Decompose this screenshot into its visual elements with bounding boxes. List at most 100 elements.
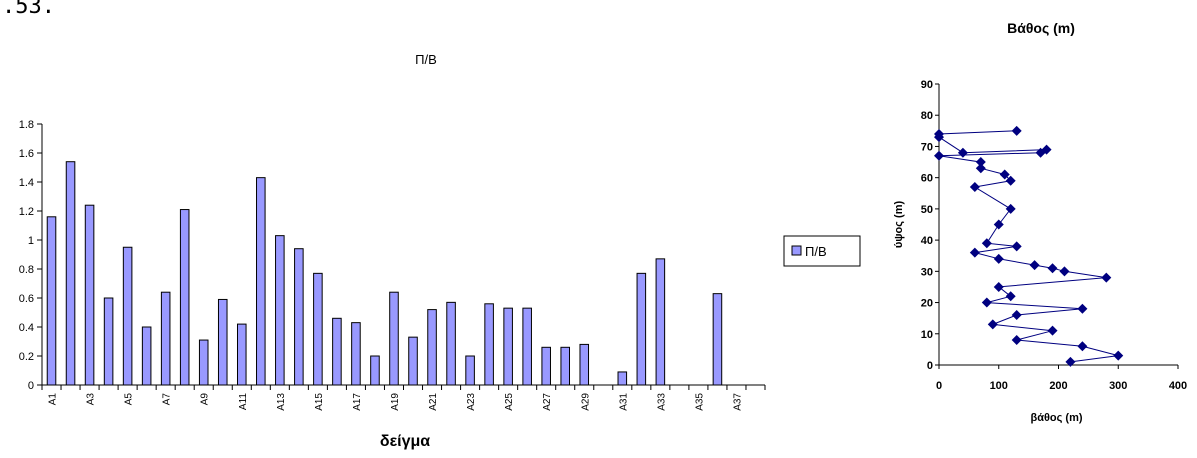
bar (295, 249, 304, 385)
bar (104, 298, 113, 385)
bar (713, 294, 722, 385)
depth-marker (1059, 266, 1069, 276)
bar (447, 302, 456, 385)
y-tick-label: 90 (921, 79, 933, 91)
depth-marker (1012, 241, 1022, 251)
bar (123, 247, 132, 385)
depth-marker (994, 282, 1004, 292)
y-tick-label: 0.4 (19, 322, 34, 334)
x-axis-title: βάθος (m) (1030, 412, 1082, 424)
y-tick-label: 50 (921, 204, 933, 216)
bar (371, 356, 380, 385)
x-tick-label: A11 (238, 393, 249, 410)
depth-marker (1012, 335, 1022, 345)
legend-swatch (792, 246, 801, 255)
bar (542, 347, 551, 385)
bar (409, 337, 418, 385)
y-tick-label: 10 (921, 329, 933, 341)
x-tick-label: A13 (276, 393, 287, 411)
depth-marker (1030, 260, 1040, 270)
x-tick-label: A37 (732, 393, 743, 411)
x-tick-label: A33 (656, 393, 667, 411)
y-tick-label: 0.8 (19, 264, 34, 276)
x-tick-label: A29 (580, 393, 591, 411)
depth-marker (988, 319, 998, 329)
x-tick-label: A3 (86, 393, 97, 406)
y-axis-title: ύψος (m) (893, 201, 905, 249)
x-tick-label: A15 (314, 393, 325, 411)
bar (199, 340, 208, 385)
bar (237, 324, 246, 385)
bar (428, 310, 437, 385)
depth-marker (1012, 126, 1022, 136)
bar-chart-title: Π/Β (415, 52, 437, 67)
x-tick-label: 200 (1049, 380, 1067, 392)
depth-chart-title: Βάθος (m) (1007, 20, 1075, 36)
bar (276, 236, 285, 385)
depth-line (939, 131, 1118, 362)
bar (161, 292, 170, 385)
depth-marker (934, 151, 944, 161)
bar (390, 292, 399, 385)
y-tick-label: 1.4 (19, 177, 34, 189)
bar (637, 273, 646, 385)
depth-chart: Βάθος (m) 0 10 20 30 40 50 60 70 80 90 0 100 200 300 40… (880, 0, 1197, 458)
y-tick-label: 1.8 (19, 119, 34, 131)
x-tick-label: A19 (390, 393, 401, 411)
y-tick-label: 20 (921, 298, 933, 310)
bar (618, 372, 627, 385)
bar-chart: Π/Β 0 0.2 0.4 0.6 0.8 1 1.2 1.4 1.6 1.8 A1 A3 A5 A7 A9 A… (0, 0, 880, 458)
bar (504, 308, 513, 385)
x-tick-label: A21 (428, 393, 439, 411)
y-tick-label: 1.6 (19, 148, 34, 160)
depth-marker (1012, 310, 1022, 320)
x-tick-label: 100 (990, 380, 1008, 392)
y-tick-label: 70 (921, 141, 933, 153)
depth-marker (976, 157, 986, 167)
x-tick-label: A35 (694, 393, 705, 411)
y-tick-label: 30 (921, 266, 933, 278)
bar (523, 308, 532, 385)
y-tick-label: 0 (28, 380, 34, 392)
bar (352, 323, 361, 385)
bar (580, 344, 589, 385)
x-tick-label: A17 (352, 393, 363, 411)
bar (561, 347, 570, 385)
depth-marker (1113, 351, 1123, 361)
bar (656, 259, 665, 385)
x-tick-label: A27 (542, 393, 553, 411)
depth-marker (1006, 291, 1016, 301)
depth-marker (970, 248, 980, 258)
depth-marker (982, 298, 992, 308)
x-tick-label: A31 (618, 393, 629, 411)
x-tick-label: 400 (1169, 380, 1187, 392)
legend-label: Π/Β (805, 244, 827, 259)
y-tick-label: 40 (921, 235, 933, 247)
x-tick-label: 0 (936, 380, 942, 392)
depth-marker (1077, 341, 1087, 351)
depth-marker (1048, 263, 1058, 273)
bar (333, 318, 342, 385)
y-tick-label: 0.6 (19, 293, 34, 305)
depth-marker (994, 220, 1004, 230)
y-tick-label: 1.2 (19, 206, 34, 218)
bar (85, 205, 94, 385)
y-tick-label: 0.2 (19, 351, 34, 363)
x-tick-label: A23 (466, 393, 477, 411)
x-tick-label: A1 (48, 393, 59, 406)
x-tick-label: 300 (1109, 380, 1127, 392)
bar (47, 217, 56, 385)
depth-marker (970, 182, 980, 192)
bar (66, 162, 75, 385)
y-tick-label: 80 (921, 110, 933, 122)
bar (218, 299, 227, 385)
bar (142, 327, 151, 385)
x-axis-title: δείγμα (380, 433, 430, 450)
depth-marker (994, 254, 1004, 264)
depth-marker (958, 148, 968, 158)
y-tick-label: 1 (28, 235, 34, 247)
bar (314, 273, 323, 385)
x-tick-label: A5 (124, 393, 135, 406)
bar (180, 210, 189, 385)
y-tick-label: 60 (921, 173, 933, 185)
